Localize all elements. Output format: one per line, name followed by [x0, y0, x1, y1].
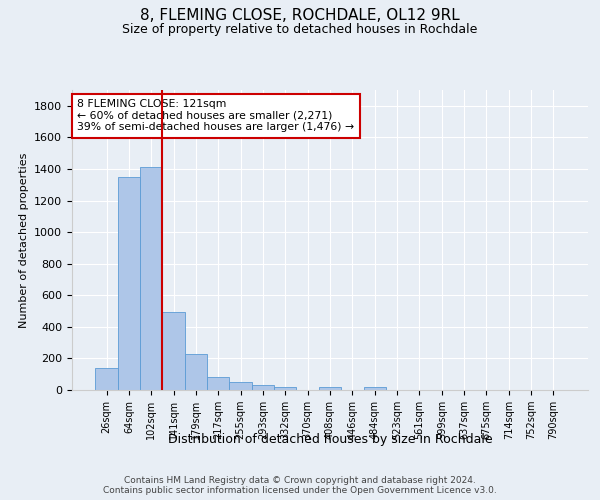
- Text: 8, FLEMING CLOSE, ROCHDALE, OL12 9RL: 8, FLEMING CLOSE, ROCHDALE, OL12 9RL: [140, 8, 460, 22]
- Text: Contains HM Land Registry data © Crown copyright and database right 2024.
Contai: Contains HM Land Registry data © Crown c…: [103, 476, 497, 495]
- Text: 8 FLEMING CLOSE: 121sqm
← 60% of detached houses are smaller (2,271)
39% of semi: 8 FLEMING CLOSE: 121sqm ← 60% of detache…: [77, 99, 354, 132]
- Bar: [163, 312, 185, 390]
- Text: Size of property relative to detached houses in Rochdale: Size of property relative to detached ho…: [122, 22, 478, 36]
- Bar: [118, 177, 140, 390]
- Bar: [252, 386, 274, 390]
- Bar: [95, 368, 118, 390]
- Bar: [185, 354, 207, 390]
- Text: Distribution of detached houses by size in Rochdale: Distribution of detached houses by size …: [167, 432, 493, 446]
- Bar: [229, 382, 252, 390]
- Bar: [207, 376, 229, 390]
- Y-axis label: Number of detached properties: Number of detached properties: [19, 152, 29, 328]
- Bar: [364, 387, 386, 390]
- Bar: [319, 387, 341, 390]
- Bar: [140, 166, 163, 390]
- Bar: [274, 387, 296, 390]
